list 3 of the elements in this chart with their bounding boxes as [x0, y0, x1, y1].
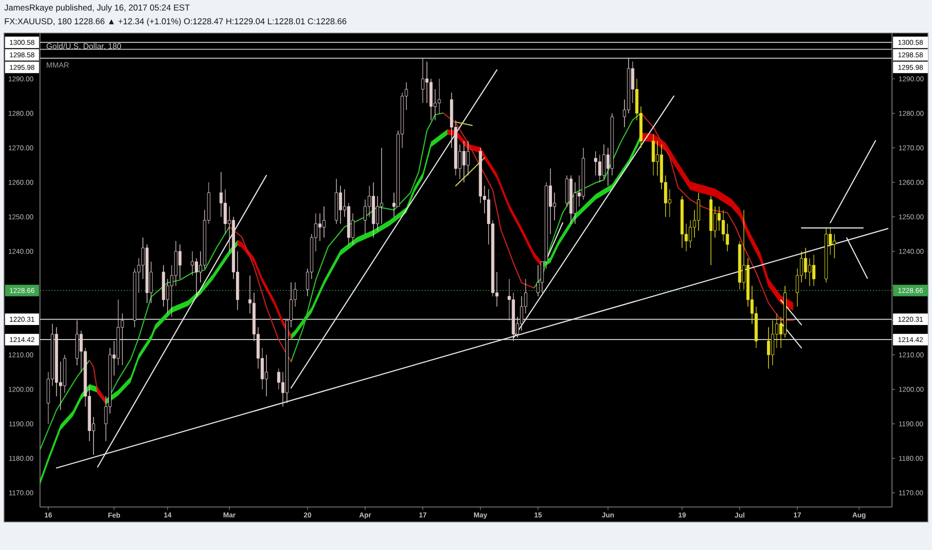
text: JamesRkaye published, July 16, 2017 05:24 EST	[4, 4, 190, 12]
chart-subtitle: FX:XAUUSD, 180 1228.66 ▲ +12.34 (+1.01%) O:1228.47 H:1229.04 L:1228.01 C:1228.66	[4, 18, 346, 26]
text: Gold/U.S. Dollar, 180	[46, 43, 122, 50]
